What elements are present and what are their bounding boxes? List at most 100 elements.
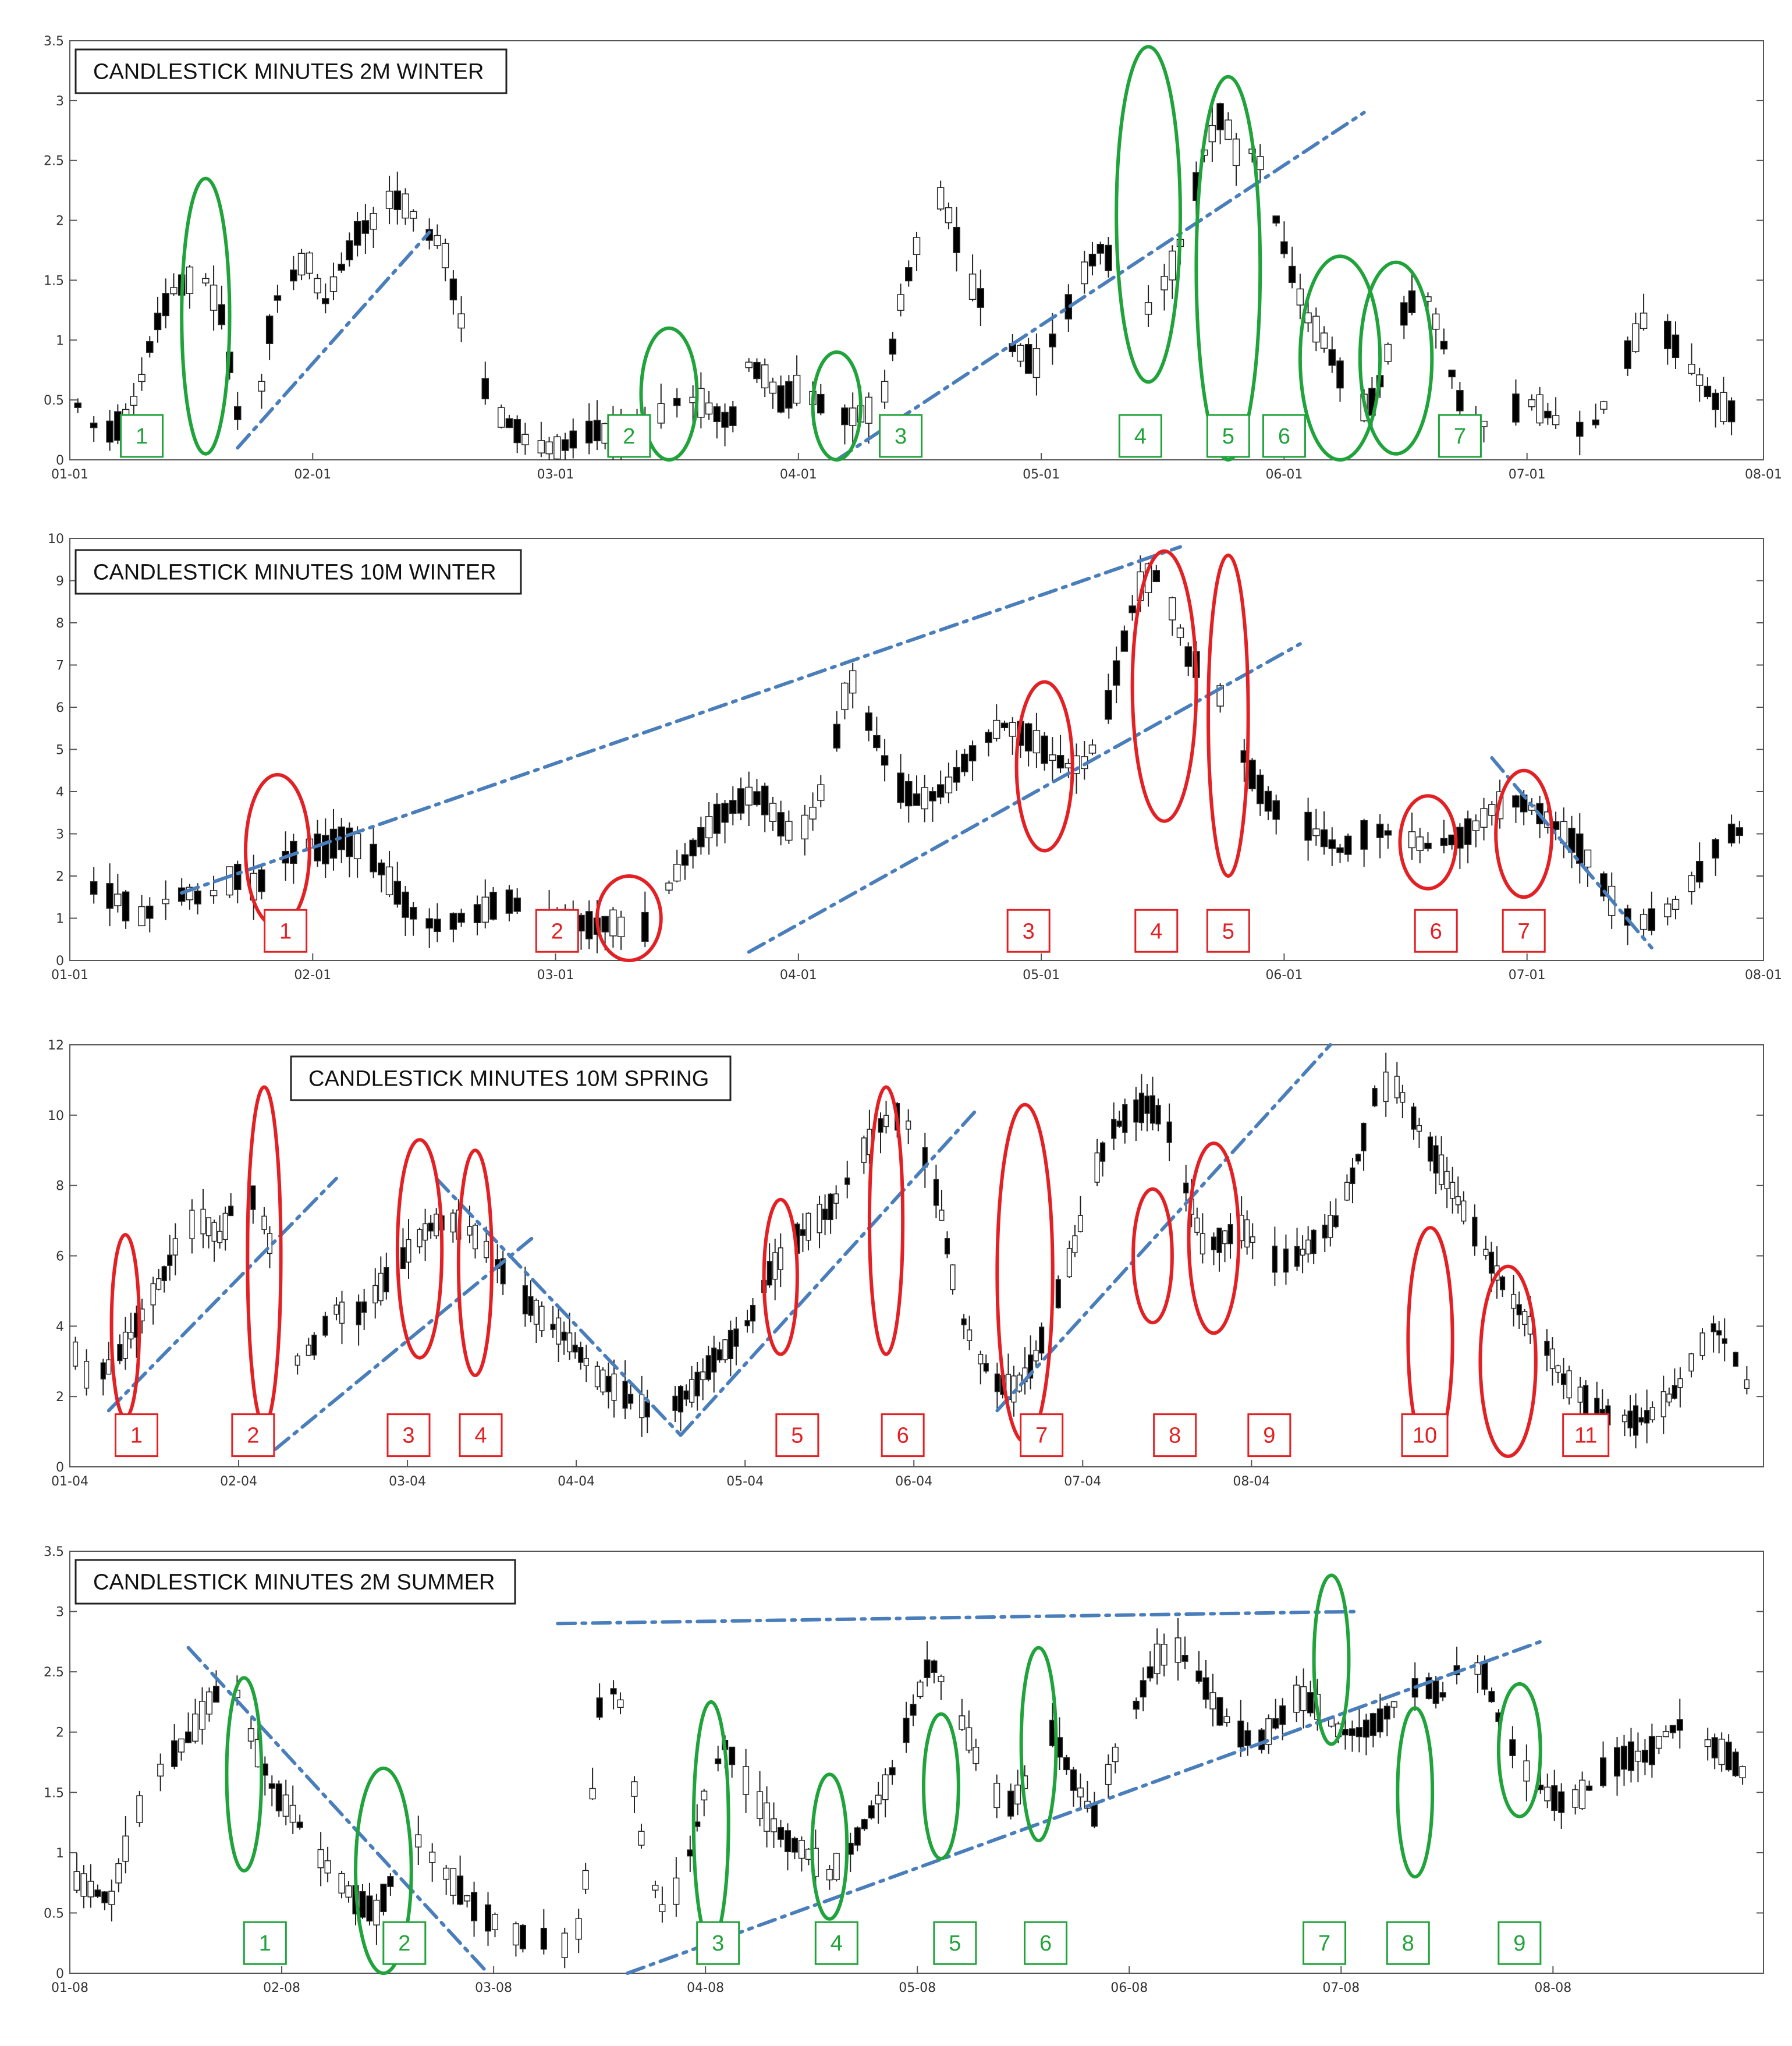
candle [136,1790,143,1827]
candle [593,400,601,451]
candle [878,1112,883,1154]
candle [1112,1743,1119,1774]
pattern-label-box [1502,909,1546,953]
candle-body-up [609,909,617,937]
candle [833,1852,840,1882]
candle [659,1886,666,1923]
candle [1676,1699,1683,1749]
y-tick-label: 10 [48,532,64,547]
candle [1444,1157,1450,1208]
candle-body-down [936,784,945,798]
candle [622,1360,628,1420]
candle-body-up [1439,1154,1445,1185]
candle [936,770,945,804]
candle-body-up [329,276,338,292]
candle-body-down [1509,1739,1516,1756]
candle [1154,1628,1161,1685]
candle-body-up [1632,323,1640,352]
candle-body-up [545,441,553,455]
candle-body-down [1383,1705,1390,1720]
candle [1551,1770,1558,1821]
candle [1161,1633,1168,1677]
pattern-ellipse [1187,1141,1241,1335]
candle [1133,1087,1139,1141]
pattern-label-text: 4 [831,1931,843,1956]
candle-body-up [769,381,777,394]
candle-body-down [1056,755,1064,769]
candle [1283,1234,1289,1285]
candle-body-down [800,1229,805,1236]
pattern-label-text: 1 [279,919,292,944]
candle [978,1350,984,1385]
candle [769,377,777,409]
candle [1155,1098,1161,1132]
pattern-label-text: 2 [623,424,635,449]
candle [1400,296,1408,339]
candle [186,265,194,309]
candle-body-down [1105,244,1112,271]
x-tick-label: 03-08 [475,1981,512,1995]
candle-body-up [1461,1200,1467,1222]
candle [1523,1744,1530,1802]
candle [583,1345,589,1382]
candle [713,793,721,847]
candle-body-down [322,1315,328,1336]
candle-body-down [622,1381,628,1409]
candle [873,717,881,751]
candle-body-up [617,916,625,937]
candle-body-up [906,1120,911,1130]
candle-body-up [769,803,777,822]
candle [441,238,449,282]
candle [1695,842,1704,889]
candle-body-up [202,278,210,283]
candle-body-down [361,1301,367,1313]
pattern-ellipse [1478,1264,1538,1458]
candle [677,1385,684,1432]
candle [234,860,242,903]
candle [1336,843,1344,863]
candle [1439,1136,1445,1190]
x-tick-label: 05-01 [1023,467,1060,482]
candle [250,1185,256,1224]
candle [1549,1337,1556,1386]
candle-body-down [1211,1236,1217,1250]
candle [339,1290,345,1345]
candle-body-up [1552,415,1560,425]
candle [903,1701,910,1753]
candle-body-down [1722,1338,1727,1344]
candle [801,804,809,856]
candle-body-down [1592,419,1599,425]
candle-body-up [314,278,321,293]
candle [400,1228,406,1270]
x-tick-label: 05-08 [899,1981,936,1995]
pattern-label-text: 7 [1454,424,1466,449]
candle [205,1217,212,1249]
pattern-ellipse [1496,1682,1542,1818]
candle-body-down [393,190,402,210]
candle-body-down [572,1345,578,1353]
y-tick-label: 2 [56,870,64,884]
candle-body-down [841,407,849,425]
candle [226,866,233,899]
candle-body-down [1669,1725,1676,1733]
candle-body-up [1077,1215,1084,1232]
pattern-ellipse [1194,75,1262,462]
candle [728,1320,733,1377]
candle [329,809,338,871]
pattern-label: 6 [1262,414,1306,458]
candle-body-down [1133,1099,1139,1123]
candle-body-down [641,912,649,942]
pattern-label: 3 [1006,909,1051,953]
candle-body-down [933,1179,939,1206]
candle [1664,897,1672,926]
candle-body-down [146,341,154,353]
candle [1088,739,1097,756]
candle [522,1267,528,1327]
y-tick-label: 3 [56,1605,64,1620]
candle [297,249,306,281]
candle [652,1880,659,1899]
candle [1256,769,1264,816]
pattern-label-box [1006,909,1051,953]
candle-body-up [415,1834,422,1848]
candle-body-down [234,406,242,420]
